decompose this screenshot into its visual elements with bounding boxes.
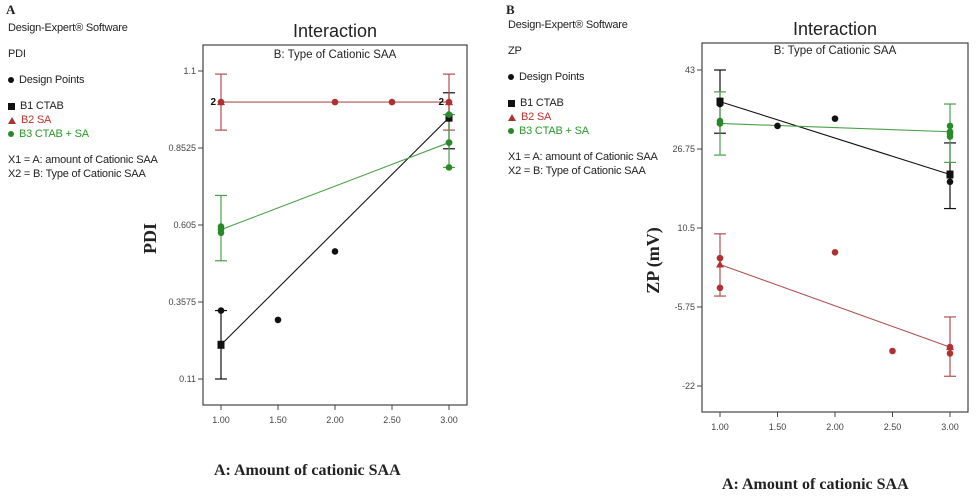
chart-b-series-line-2 [719, 263, 951, 348]
chart-a-xtick-label: 1.50 [269, 415, 287, 425]
response-label: ZP [508, 45, 522, 57]
chart-a-point-count-label: 2 [438, 97, 444, 108]
chart-a-ytick-label: 0.605 [173, 220, 196, 230]
factor-x2: X2 = B: Type of Cationic SAA [8, 168, 146, 180]
chart-b-ytick-label: 10.5 [677, 223, 695, 233]
chart-b-triangle-marker [716, 260, 724, 268]
panel-a-letter: A [6, 2, 16, 17]
legend-b2: B2 SA [521, 111, 552, 123]
response-label: PDI [8, 48, 26, 60]
chart-a-ytick-label: 0.8525 [168, 143, 196, 153]
chart-a-design-point [331, 98, 339, 106]
chart-b-design-point [716, 254, 724, 262]
chart-b-design-point [889, 347, 896, 355]
chart-a-series-line-1 [220, 117, 450, 346]
chart-b-design-point [946, 350, 954, 357]
chart-b-design-point [946, 178, 954, 186]
chart-b-xtick-label: 1.00 [711, 422, 729, 432]
triangle-marker-icon [8, 116, 16, 124]
chart-b-design-point [831, 115, 839, 122]
chart-a-ytick-label: 0.11 [179, 374, 196, 384]
chart-a-xtick-label: 1.00 [212, 415, 230, 425]
design-point-icon [508, 74, 514, 80]
chart-a-series-line-3 [220, 142, 450, 231]
design-point-icon [8, 77, 14, 83]
panel-b-legend: Design-Expert® Software ZP Design Points… [508, 18, 658, 178]
chart-b-design-point [774, 122, 781, 130]
chart-a-xtick-label: 2.50 [383, 415, 401, 425]
square-marker-icon [508, 99, 515, 107]
chart-a-design-point [388, 98, 396, 106]
legend-b1: B1 CTAB [520, 97, 564, 109]
chart-a-ylabel: PDI [140, 223, 160, 254]
chart-b-ytick-label: 26.75 [672, 144, 695, 154]
chart-a-square-marker [217, 340, 225, 349]
chart-a-ytick-label: 0.3575 [168, 297, 196, 307]
chart-a-point-count-label: 2 [210, 97, 216, 108]
panel-a-legend: Design-Expert® Software PDI Design Point… [8, 21, 158, 181]
legend-b3: B3 CTAB + SA [519, 125, 589, 137]
chart-b-xtick-label: 2.00 [826, 422, 844, 432]
chart-a-design-point [331, 248, 339, 255]
chart-a-subtitle: B: Type of Cationic SAA [274, 49, 397, 61]
chart-b-ytick-label: -5.75 [674, 302, 695, 312]
chart-a-design-point [274, 316, 282, 324]
chart-b-series-line-3 [719, 122, 951, 133]
software-label: Design-Expert® Software [8, 22, 128, 34]
design-points-label: Design Points [519, 71, 585, 83]
chart-b-subtitle: B: Type of Cationic SAA [774, 45, 897, 57]
chart-a-xlabel: A: Amount of cationic SAA [214, 462, 401, 479]
triangle-marker-icon [508, 113, 516, 121]
chart-a-design-point [217, 307, 225, 314]
diamond-marker-icon [8, 131, 14, 137]
chart-a-design-point [445, 164, 453, 171]
chart-b-design-point [831, 249, 839, 256]
chart-a-ytick-label: 1.1 [183, 66, 196, 76]
chart-a-xtick-label: 3.00 [440, 415, 458, 425]
chart-b-design-point [716, 117, 724, 125]
diamond-marker-icon [508, 128, 514, 134]
chart-a-design-point [445, 139, 453, 146]
chart-a-design-point [445, 111, 453, 118]
chart-b-series-line-1 [719, 101, 951, 176]
chart-b-xtick-label: 1.50 [769, 422, 787, 432]
chart-b-design-point [946, 122, 954, 130]
chart-b-ytick-label: 43 [685, 65, 695, 75]
chart-b-design-point [946, 171, 954, 178]
chart-a-design-point [217, 98, 225, 106]
legend-b3: B3 CTAB + SA [19, 128, 89, 140]
chart-a-design-point [217, 229, 225, 237]
chart-b-design-point [716, 284, 724, 292]
chart-b-design-point [946, 343, 954, 351]
legend-b1: B1 CTAB [20, 100, 64, 112]
chart-b-ytick-label: -22 [682, 381, 695, 391]
square-marker-icon [8, 102, 15, 110]
chart-a-xtick-label: 2.00 [326, 415, 344, 425]
chart-b-title: Interaction [793, 19, 877, 39]
chart-b-ylabel: ZP (mV) [642, 227, 663, 294]
design-points-label: Design Points [19, 74, 85, 86]
chart-b-design-point [946, 133, 954, 140]
chart-a-design-point [217, 223, 225, 230]
software-label: Design-Expert® Software [508, 19, 628, 31]
chart-b-plot-frame [701, 42, 969, 413]
factor-x1: X1 = A: amount of Cationic SAA [508, 151, 658, 163]
panel-b-letter: B [506, 2, 515, 17]
chart-b-xtick-label: 2.50 [884, 422, 902, 432]
chart-b-xtick-label: 3.00 [941, 422, 959, 432]
factor-x1: X1 = A: amount of Cationic SAA [8, 154, 158, 166]
chart-b-design-point [716, 98, 724, 105]
chart-a-title: Interaction [293, 21, 377, 41]
factor-x2: X2 = B: Type of Cationic SAA [508, 165, 646, 177]
chart-b-xlabel: A: Amount of cationic SAA [722, 476, 909, 493]
legend-b2: B2 SA [21, 114, 52, 126]
chart-a-design-point [445, 98, 453, 106]
